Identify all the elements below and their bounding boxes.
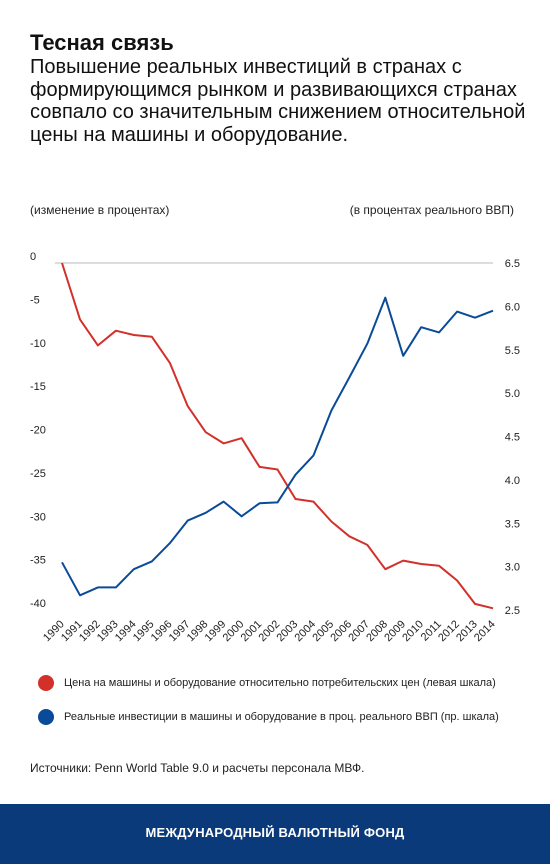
legend-item-price: Цена на машины и оборудование относитель… [38, 675, 496, 691]
right-tick-label: 5.5 [505, 345, 520, 357]
org-name: МЕЖДУНАРОДНЫЙ ВАЛЮТНЫЙ ФОНД [145, 825, 405, 840]
left-tick-label: -10 [30, 338, 46, 350]
right-tick-label: 6.5 [505, 258, 520, 270]
right-tick-label: 6.0 [505, 301, 520, 313]
left-tick-label: -30 [30, 511, 46, 523]
legend-label-price: Цена на машины и оборудование относитель… [64, 677, 496, 689]
dual-axis-line-chart: 0 -5 -10 -15 -20 -25 -30 -35 -40 6.5 6.0 5.5 5.0 4.5 4… [30, 251, 520, 644]
left-tick-label: 0 [30, 251, 36, 263]
right-tick-label: 4.0 [505, 475, 520, 487]
right-tick-label: 3.5 [505, 518, 520, 530]
legend-swatch-red [38, 675, 54, 691]
left-tick-label: -15 [30, 381, 46, 393]
footer-bar: МЕЖДУНАРОДНЫЙ ВАЛЮТНЫЙ ФОНД [0, 804, 550, 864]
right-tick-label: 2.5 [505, 605, 520, 617]
left-tick-label: -35 [30, 555, 46, 567]
page-subtitle: Повышение реальных инвестиций в странах … [30, 56, 526, 146]
series-line-price [61, 262, 494, 610]
left-tick-label: -20 [30, 425, 46, 437]
right-axis-unit-label: (в процентах реального ВВП) [349, 203, 514, 217]
left-tick-label: -40 [30, 598, 46, 610]
source-note: Источники: Penn World Table 9.0 и расчет… [30, 761, 365, 775]
legend-item-investment: Реальные инвестиции в машины и оборудова… [38, 709, 499, 725]
legend-swatch-blue [38, 709, 54, 725]
left-tick-label: -5 [30, 294, 40, 306]
legend-label-investment: Реальные инвестиции в машины и оборудова… [64, 711, 499, 723]
right-tick-label: 5.0 [505, 388, 520, 400]
series-line-investment [61, 296, 494, 597]
right-tick-label: 4.5 [505, 432, 520, 444]
page-title: Тесная связь [30, 30, 174, 55]
left-tick-label: -25 [30, 468, 46, 480]
left-axis-unit-label: (изменение в процентах) [30, 203, 170, 217]
x-tick-label: 2014 [472, 618, 498, 644]
right-tick-label: 3.0 [505, 562, 520, 574]
